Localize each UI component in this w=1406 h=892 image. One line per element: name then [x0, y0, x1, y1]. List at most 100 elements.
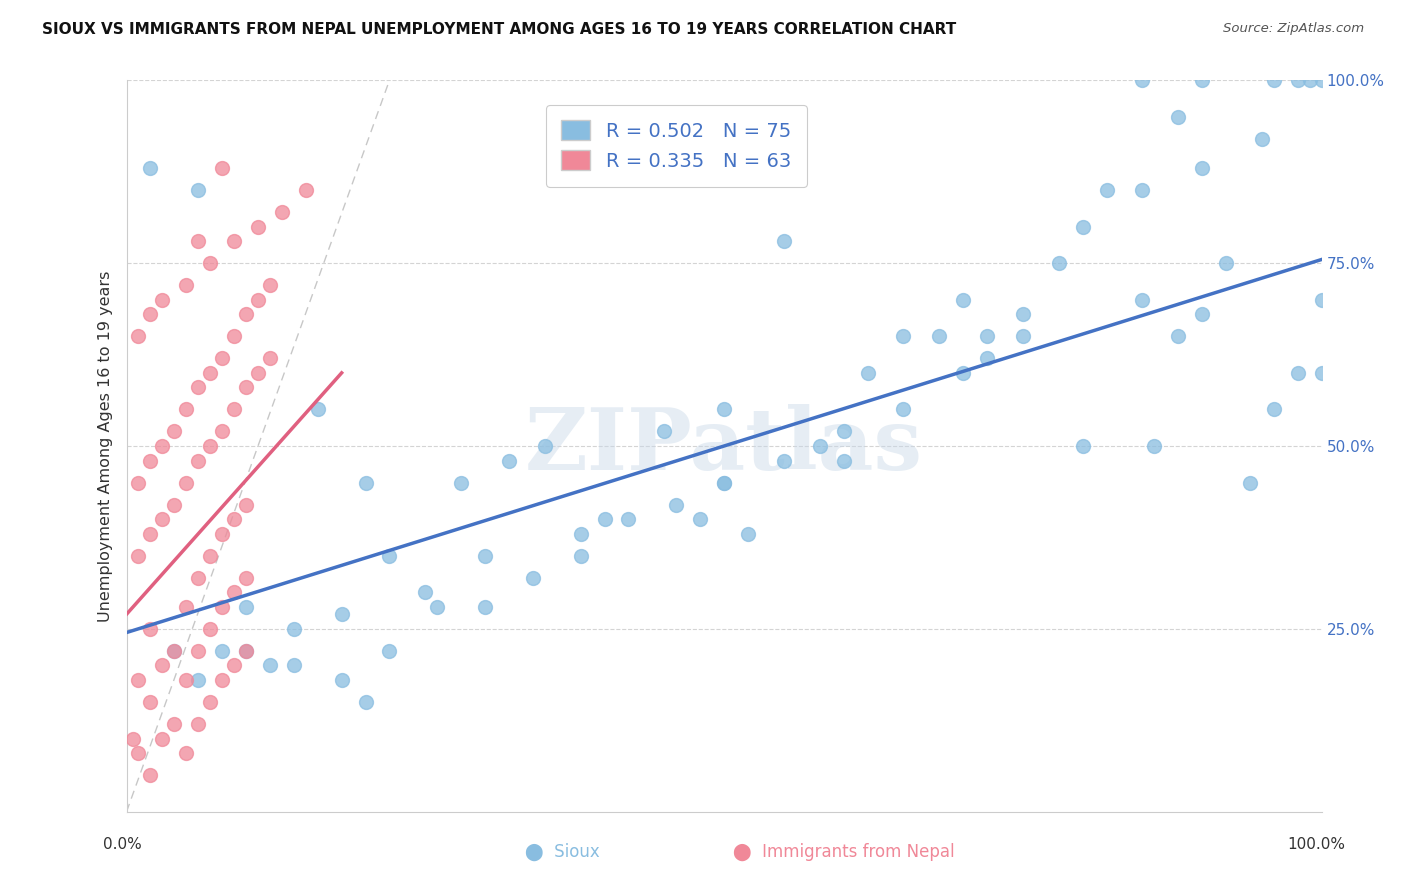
Point — [187, 234, 209, 248]
Point — [235, 644, 257, 658]
Point — [235, 307, 257, 321]
Point — [150, 731, 174, 746]
Point — [808, 439, 831, 453]
Point — [713, 475, 735, 490]
Point — [1263, 402, 1285, 417]
Text: ⬤  Immigrants from Nepal: ⬤ Immigrants from Nepal — [733, 843, 955, 861]
Point — [127, 475, 149, 490]
Point — [952, 293, 974, 307]
Point — [1071, 219, 1094, 234]
Text: ⬤  Sioux: ⬤ Sioux — [524, 843, 600, 861]
Point — [652, 425, 675, 439]
Point — [174, 475, 197, 490]
Point — [222, 658, 246, 673]
Text: Source: ZipAtlas.com: Source: ZipAtlas.com — [1223, 22, 1364, 36]
Point — [294, 183, 316, 197]
Point — [211, 599, 233, 614]
Point — [522, 571, 544, 585]
Point — [689, 512, 711, 526]
Point — [150, 439, 174, 453]
Point — [163, 644, 186, 658]
Point — [1071, 439, 1094, 453]
Point — [259, 658, 281, 673]
Point — [200, 549, 222, 563]
Point — [200, 256, 222, 270]
Point — [211, 161, 233, 175]
Point — [222, 234, 246, 248]
Point — [163, 498, 186, 512]
Point — [569, 526, 592, 541]
Point — [773, 234, 796, 248]
Point — [1011, 307, 1033, 321]
Point — [222, 329, 246, 343]
Point — [150, 658, 174, 673]
Point — [187, 380, 209, 394]
Legend: R = 0.502   N = 75, R = 0.335   N = 63: R = 0.502 N = 75, R = 0.335 N = 63 — [546, 104, 807, 186]
Point — [270, 205, 294, 219]
Point — [235, 644, 257, 658]
Point — [174, 278, 197, 293]
Point — [200, 439, 222, 453]
Point — [1310, 73, 1333, 87]
Point — [187, 673, 209, 687]
Point — [354, 475, 377, 490]
Point — [474, 599, 496, 614]
Point — [174, 402, 197, 417]
Point — [1263, 73, 1285, 87]
Point — [200, 695, 222, 709]
Point — [211, 526, 233, 541]
Point — [127, 329, 149, 343]
Point — [378, 644, 401, 658]
Point — [856, 366, 879, 380]
Point — [1310, 366, 1333, 380]
Point — [1167, 110, 1189, 124]
Point — [235, 571, 257, 585]
Point — [127, 746, 149, 760]
Point — [1310, 293, 1333, 307]
Point — [413, 585, 436, 599]
Point — [1191, 73, 1213, 87]
Point — [378, 549, 401, 563]
Point — [713, 402, 735, 417]
Point — [1286, 366, 1309, 380]
Point — [187, 183, 209, 197]
Point — [211, 673, 233, 687]
Point — [283, 658, 305, 673]
Point — [247, 293, 270, 307]
Point — [713, 475, 735, 490]
Point — [1130, 293, 1153, 307]
Point — [187, 644, 209, 658]
Point — [163, 717, 186, 731]
Point — [1298, 73, 1320, 87]
Point — [211, 425, 233, 439]
Point — [330, 607, 353, 622]
Point — [139, 526, 162, 541]
Point — [163, 425, 186, 439]
Point — [174, 599, 197, 614]
Point — [200, 366, 222, 380]
Point — [1130, 73, 1153, 87]
Point — [737, 526, 759, 541]
Point — [832, 425, 855, 439]
Point — [498, 453, 520, 467]
Point — [1191, 161, 1213, 175]
Point — [139, 161, 162, 175]
Point — [121, 731, 143, 746]
Point — [832, 453, 855, 467]
Point — [127, 549, 149, 563]
Point — [174, 673, 197, 687]
Point — [187, 717, 209, 731]
Point — [259, 351, 281, 366]
Point — [354, 695, 377, 709]
Point — [307, 402, 329, 417]
Point — [235, 599, 257, 614]
Point — [235, 498, 257, 512]
Text: 100.0%: 100.0% — [1288, 838, 1346, 853]
Point — [283, 622, 305, 636]
Point — [247, 366, 270, 380]
Point — [976, 351, 998, 366]
Point — [1167, 329, 1189, 343]
Point — [139, 695, 162, 709]
Point — [891, 402, 914, 417]
Point — [211, 644, 233, 658]
